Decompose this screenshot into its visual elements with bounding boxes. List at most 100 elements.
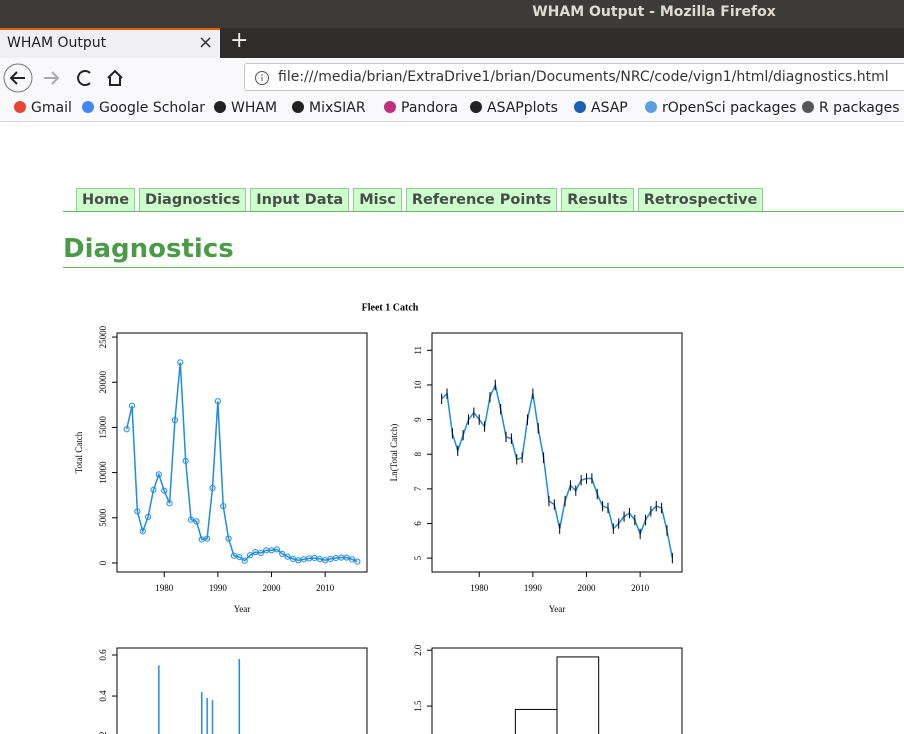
bookmark[interactable]: WHAM	[214, 100, 277, 116]
point	[161, 487, 168, 494]
bookmark-label: rOpenSci packages	[662, 100, 797, 116]
nav-tab[interactable]: Input Data	[250, 188, 350, 212]
reload-button[interactable]	[77, 70, 91, 86]
y-axis-label: Total Catch	[74, 431, 84, 473]
back-arrow	[9, 71, 25, 85]
x-axis-label: Year	[234, 604, 251, 614]
bookmark-icon	[574, 101, 586, 113]
plot-box	[116, 332, 368, 573]
point	[193, 518, 200, 525]
tab[interactable]: WHAM Output ×	[0, 28, 220, 58]
point	[187, 516, 195, 523]
point	[241, 557, 248, 564]
point	[204, 535, 211, 542]
bookmark[interactable]: Pandora	[384, 100, 458, 116]
plot-box	[431, 332, 683, 573]
x-tick-label: 1980	[155, 583, 174, 593]
x-tick-label: 2010	[316, 583, 335, 593]
bookmarks-bar: Gmail Google Scholar WHAM MixSIAR Pandora ASA…	[0, 96, 904, 122]
bookmark-icon	[214, 101, 226, 113]
tab-title: WHAM Output	[7, 35, 107, 51]
nav-tab[interactable]: Home	[76, 188, 136, 212]
y-tick-label: 20000	[98, 370, 108, 393]
url-bar[interactable]: file:///media/brian/ExtraDrive1/brian/Do…	[244, 63, 904, 91]
figure-title: Fleet 1 Catch	[362, 302, 419, 313]
nav-tab[interactable]: Misc	[353, 188, 402, 212]
y-tick-label: 0.4	[98, 690, 108, 702]
y-tick-label: 1.5	[413, 700, 423, 712]
nav-rule	[63, 211, 904, 212]
y-tick-label: 0.2	[98, 731, 108, 734]
point	[150, 486, 157, 493]
y-tick-label: 0.6	[98, 649, 108, 661]
nav-bar: file:///media/brian/ExtraDrive1/brian/Do…	[0, 58, 904, 96]
bookmark[interactable]: Gmail	[14, 100, 72, 116]
window-title: WHAM Output - Mozilla Firefox	[532, 4, 776, 20]
point	[145, 513, 152, 520]
y-tick-label: 9	[413, 417, 423, 422]
bookmark-icon	[292, 101, 304, 113]
x-axis-label: Year	[549, 604, 566, 614]
nav-tab[interactable]: Retrospective	[637, 188, 764, 212]
back-button[interactable]	[3, 63, 33, 93]
point	[166, 500, 173, 507]
y-tick-label: 25000	[98, 325, 108, 348]
point	[209, 484, 216, 492]
point	[284, 553, 291, 560]
url: file:///media/brian/ExtraDrive1/brian/Do…	[278, 69, 889, 85]
y-tick-label: 11	[413, 346, 423, 355]
close-tab[interactable]: ×	[198, 32, 214, 53]
bookmark-icon	[645, 101, 657, 113]
bookmark-label: Gmail	[31, 100, 72, 116]
y-tick-label: 10	[413, 380, 423, 390]
point	[273, 546, 280, 553]
point	[177, 359, 184, 366]
bookmark-label: ASAP	[591, 100, 628, 116]
x-tick-label: 1990	[209, 583, 228, 593]
x-tick-label: 2010	[631, 583, 650, 593]
point	[123, 426, 130, 433]
y-tick-label: 5000	[98, 508, 108, 527]
series-line	[441, 382, 674, 559]
bookmark-label: ASAPplots	[487, 100, 558, 116]
nav-tab[interactable]: Results	[561, 188, 634, 212]
home-button[interactable]	[107, 69, 123, 86]
point	[225, 535, 232, 542]
series-line	[125, 362, 358, 563]
point	[343, 554, 350, 561]
point	[348, 556, 356, 563]
point	[279, 550, 286, 558]
new-tab[interactable]: +	[230, 28, 249, 53]
bookmark-icon	[384, 101, 396, 113]
bookmark[interactable]: R packages	[802, 100, 900, 116]
y-tick-label: 6	[413, 521, 423, 526]
y-tick-label: 5	[413, 555, 423, 560]
bookmark[interactable]: MixSIAR	[292, 100, 366, 116]
bookmark-label: WHAM	[231, 100, 278, 116]
bookmark[interactable]: rOpenSci packages	[645, 100, 796, 116]
y-tick-label: 2.0	[413, 644, 423, 656]
bookmark[interactable]: ASAPplots	[470, 100, 558, 116]
point	[155, 471, 162, 478]
bookmark-icon	[14, 101, 26, 113]
bookmark[interactable]: ASAP	[574, 100, 628, 116]
point	[134, 508, 141, 515]
plot-box	[431, 647, 683, 734]
nav-tab[interactable]: Reference Points	[405, 188, 558, 212]
point	[236, 553, 243, 561]
point	[214, 398, 221, 405]
x-tick-label: 1990	[524, 583, 543, 593]
info-icon[interactable]	[253, 68, 273, 88]
point	[246, 552, 254, 559]
point	[257, 549, 264, 557]
nav-tab[interactable]: Diagnostics	[139, 188, 247, 212]
point	[139, 528, 146, 535]
y-axis-label: Ln(Total Catch)	[389, 424, 399, 482]
tab-strip: WHAM Output × +	[0, 28, 904, 58]
forward-button[interactable]	[44, 71, 60, 85]
nav-buttons	[3, 63, 123, 93]
bookmark[interactable]: Google Scholar	[82, 100, 205, 116]
y-tick-label: 0	[98, 560, 108, 565]
point	[171, 417, 179, 424]
